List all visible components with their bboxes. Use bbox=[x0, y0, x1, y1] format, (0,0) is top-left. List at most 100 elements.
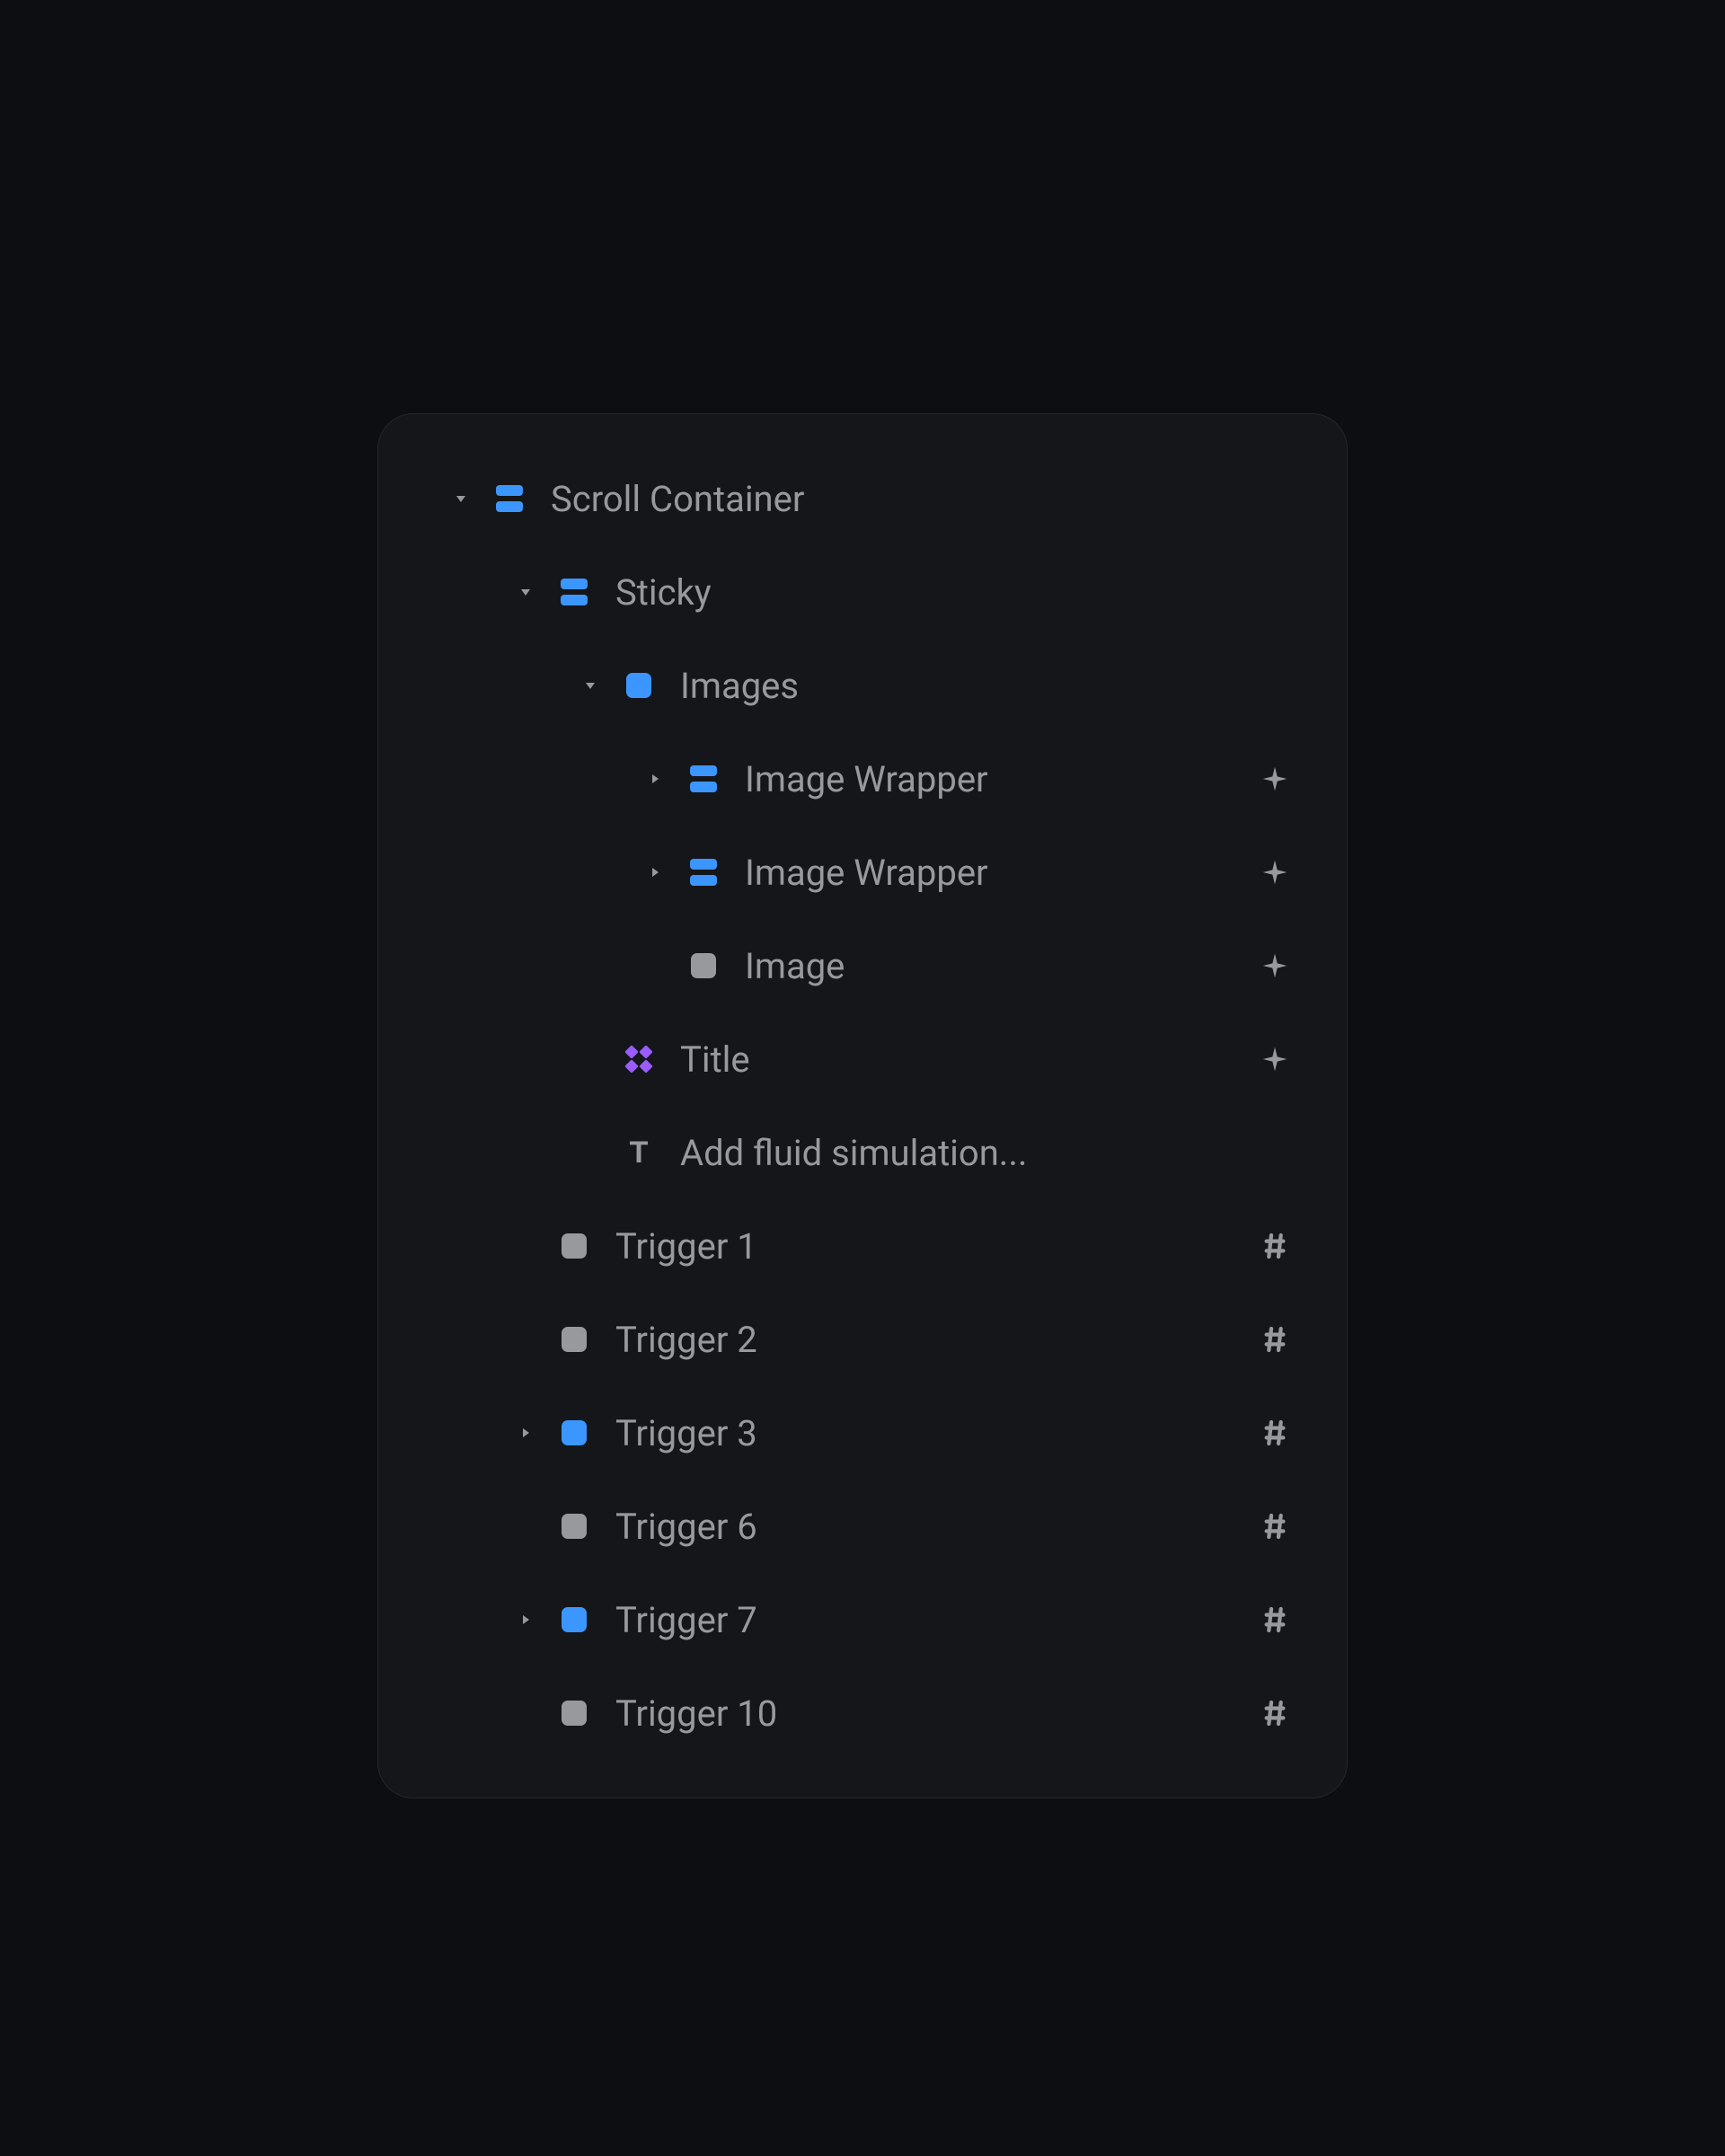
trailing-spacer bbox=[1253, 570, 1296, 614]
frame-icon bbox=[558, 1323, 590, 1356]
frame-icon bbox=[558, 1230, 590, 1262]
scroll-section-icon bbox=[1253, 1505, 1296, 1548]
layer-row[interactable]: Image Wrapper bbox=[429, 826, 1296, 919]
layer-row[interactable]: Images bbox=[429, 639, 1296, 732]
frame-icon bbox=[558, 1604, 590, 1636]
layer-label: Scroll Container bbox=[551, 478, 1253, 520]
disclosure-toggle[interactable] bbox=[429, 452, 493, 545]
scroll-section-icon bbox=[1253, 1692, 1296, 1735]
disclosure-toggle[interactable] bbox=[623, 826, 687, 919]
layer-row[interactable]: Image Wrapper bbox=[429, 732, 1296, 826]
indent-spacer bbox=[429, 1293, 493, 1386]
chevron-right-icon bbox=[518, 1426, 533, 1440]
indent-spacer bbox=[429, 919, 493, 1012]
stack-icon bbox=[558, 576, 590, 608]
scroll-section-icon bbox=[1253, 1411, 1296, 1454]
layer-label: Trigger 6 bbox=[615, 1506, 1253, 1548]
layer-label: Image bbox=[745, 945, 1253, 987]
indent-spacer bbox=[493, 732, 558, 826]
indent-spacer bbox=[558, 1106, 623, 1199]
indent-spacer bbox=[429, 826, 493, 919]
layer-row[interactable]: Trigger 6 bbox=[429, 1480, 1296, 1573]
chevron-down-icon bbox=[454, 491, 468, 506]
indent-spacer bbox=[429, 1012, 493, 1106]
indent-spacer bbox=[429, 1666, 493, 1760]
disclosure-toggle[interactable] bbox=[558, 639, 623, 732]
frame-icon bbox=[687, 950, 720, 982]
layer-label: Trigger 1 bbox=[615, 1225, 1253, 1268]
layer-row[interactable]: Trigger 10 bbox=[429, 1666, 1296, 1760]
layer-row[interactable]: Scroll Container bbox=[429, 452, 1296, 545]
indent-spacer bbox=[429, 1106, 493, 1199]
indent-spacer bbox=[493, 639, 558, 732]
trailing-spacer bbox=[1253, 664, 1296, 707]
layer-row[interactable]: Title bbox=[429, 1012, 1296, 1106]
frame-icon bbox=[558, 1697, 590, 1729]
frame-icon bbox=[558, 1510, 590, 1542]
indent-spacer bbox=[429, 639, 493, 732]
chevron-down-icon bbox=[518, 585, 533, 599]
frame-icon bbox=[623, 669, 655, 702]
indent-spacer bbox=[623, 919, 687, 1012]
layer-label: Trigger 7 bbox=[615, 1599, 1253, 1641]
layer-label: Images bbox=[680, 665, 1253, 707]
indent-spacer bbox=[558, 732, 623, 826]
indent-spacer bbox=[493, 1199, 558, 1293]
indent-spacer bbox=[493, 919, 558, 1012]
indent-spacer bbox=[429, 1573, 493, 1666]
indent-spacer bbox=[493, 1106, 558, 1199]
disclosure-toggle[interactable] bbox=[493, 1573, 558, 1666]
layer-row[interactable]: Trigger 2 bbox=[429, 1293, 1296, 1386]
indent-spacer bbox=[493, 826, 558, 919]
stack-icon bbox=[687, 763, 720, 795]
chevron-right-icon bbox=[648, 772, 662, 786]
chevron-down-icon bbox=[583, 678, 597, 693]
layer-label: Trigger 3 bbox=[615, 1412, 1253, 1454]
layer-label: Image Wrapper bbox=[745, 852, 1253, 894]
chevron-right-icon bbox=[648, 865, 662, 879]
disclosure-toggle[interactable] bbox=[493, 545, 558, 639]
sparkle-icon bbox=[1253, 1038, 1296, 1081]
indent-spacer bbox=[429, 1386, 493, 1480]
indent-spacer bbox=[429, 1480, 493, 1573]
layer-row[interactable]: Sticky bbox=[429, 545, 1296, 639]
layer-label: Trigger 2 bbox=[615, 1319, 1253, 1361]
layer-row[interactable]: Image bbox=[429, 919, 1296, 1012]
indent-spacer bbox=[429, 732, 493, 826]
indent-spacer bbox=[558, 919, 623, 1012]
text-icon: T bbox=[623, 1136, 655, 1169]
sparkle-icon bbox=[1253, 944, 1296, 987]
indent-spacer bbox=[493, 1293, 558, 1386]
sparkle-icon bbox=[1253, 757, 1296, 800]
layer-row[interactable]: Trigger 1 bbox=[429, 1199, 1296, 1293]
layer-row[interactable]: Trigger 7 bbox=[429, 1573, 1296, 1666]
layer-row[interactable]: Trigger 3 bbox=[429, 1386, 1296, 1480]
stack-icon bbox=[687, 856, 720, 888]
indent-spacer bbox=[493, 1480, 558, 1573]
indent-spacer bbox=[558, 1012, 623, 1106]
layer-label: Title bbox=[680, 1038, 1253, 1081]
layer-label: Add fluid simulation... bbox=[680, 1132, 1253, 1174]
chevron-right-icon bbox=[518, 1613, 533, 1627]
scroll-section-icon bbox=[1253, 1598, 1296, 1641]
indent-spacer bbox=[493, 1666, 558, 1760]
indent-spacer bbox=[558, 826, 623, 919]
frame-icon bbox=[558, 1417, 590, 1449]
indent-spacer bbox=[493, 1012, 558, 1106]
layer-label: Sticky bbox=[615, 571, 1253, 614]
disclosure-toggle[interactable] bbox=[493, 1386, 558, 1480]
trailing-spacer bbox=[1253, 1131, 1296, 1174]
scroll-section-icon bbox=[1253, 1318, 1296, 1361]
layer-label: Image Wrapper bbox=[745, 758, 1253, 800]
layers-panel: Scroll Container Sticky Images Image Wrappe… bbox=[377, 413, 1348, 1798]
indent-spacer bbox=[429, 1199, 493, 1293]
disclosure-toggle[interactable] bbox=[623, 732, 687, 826]
layer-label: Trigger 10 bbox=[615, 1692, 1253, 1735]
trailing-spacer bbox=[1253, 477, 1296, 520]
component-icon bbox=[623, 1043, 655, 1075]
layer-row[interactable]: T Add fluid simulation... bbox=[429, 1106, 1296, 1199]
scroll-section-icon bbox=[1253, 1224, 1296, 1268]
sparkle-icon bbox=[1253, 851, 1296, 894]
indent-spacer bbox=[429, 545, 493, 639]
stack-icon bbox=[493, 482, 526, 515]
